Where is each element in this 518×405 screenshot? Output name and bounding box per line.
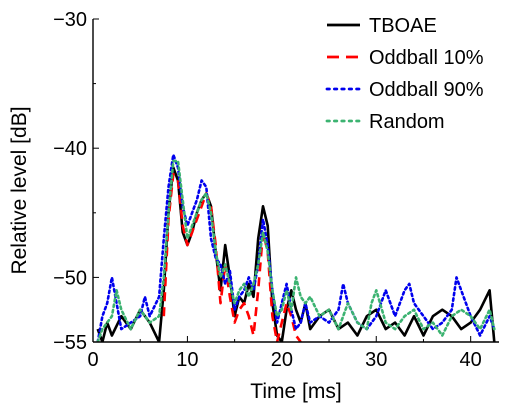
axes: 0 10 20 30 40 −55 −50 −40 −30 Time [ms] Relative l… [8, 9, 499, 403]
x-tick-label: 20 [271, 349, 293, 371]
x-axis-label: Time [ms] [250, 380, 341, 403]
x-tick-label: 10 [176, 349, 198, 371]
legend-label-oddball-10: Oddball 10% [369, 47, 484, 69]
series-layer [96, 153, 496, 342]
y-tick-label: −40 [53, 138, 87, 160]
x-tick-label: 30 [365, 349, 387, 371]
x-tick-label: 0 [87, 349, 98, 371]
legend-label-random: Random [369, 111, 445, 133]
legend: TBOAE Oddball 10% Oddball 90% Random [325, 15, 484, 133]
series-line-tboae [96, 166, 496, 342]
series-line-oddball-90 [96, 153, 496, 342]
y-tick-label: −50 [53, 267, 87, 289]
y-axis-label: Relative level [dB] [8, 106, 31, 274]
legend-label-tboae: TBOAE [369, 15, 437, 37]
y-tick-label: −55 [53, 332, 87, 354]
series-line-random [96, 159, 496, 342]
legend-label-oddball-90: Oddball 90% [369, 79, 484, 101]
x-tick-label: 40 [460, 349, 482, 371]
series-line-oddball-10 [162, 172, 302, 342]
y-tick-label: −30 [53, 9, 87, 31]
